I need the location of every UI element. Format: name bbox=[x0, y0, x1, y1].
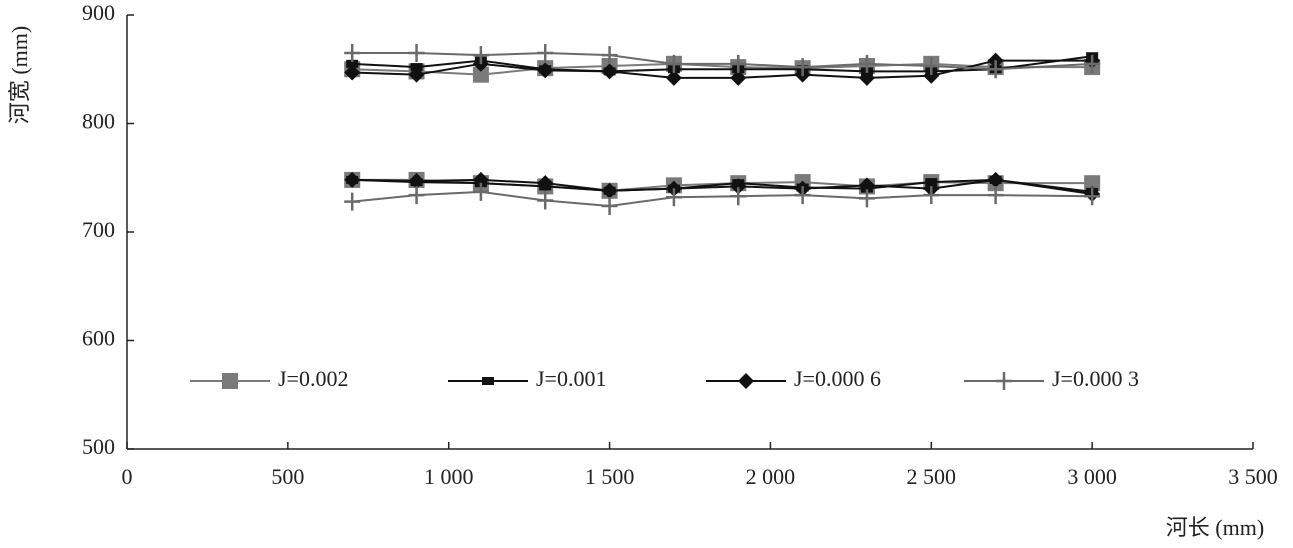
legend-label: J=0.001 bbox=[536, 366, 606, 391]
y-tick-label: 900 bbox=[82, 0, 115, 25]
marker bbox=[537, 191, 554, 210]
marker bbox=[472, 46, 489, 65]
y-axis-label: 河宽 (mm) bbox=[7, 26, 32, 124]
marker bbox=[601, 182, 618, 199]
marker bbox=[408, 66, 425, 83]
y-tick-label: 700 bbox=[82, 217, 115, 242]
marker bbox=[858, 54, 875, 73]
marker bbox=[858, 69, 875, 86]
series-line bbox=[352, 55, 1093, 73]
marker bbox=[1084, 187, 1101, 206]
marker bbox=[996, 372, 1012, 390]
x-tick-label: 500 bbox=[271, 464, 304, 489]
y-tick-label: 600 bbox=[82, 326, 115, 351]
marker bbox=[601, 63, 618, 80]
marker bbox=[472, 171, 489, 188]
marker bbox=[987, 186, 1004, 205]
marker bbox=[987, 60, 1004, 79]
marker bbox=[730, 69, 747, 86]
series-line bbox=[352, 62, 1093, 76]
series-line bbox=[352, 178, 1093, 196]
marker bbox=[738, 373, 754, 389]
marker bbox=[987, 171, 1004, 188]
marker bbox=[730, 54, 747, 73]
x-axis-label: 河长 (mm) bbox=[1166, 515, 1264, 540]
marker bbox=[730, 187, 747, 206]
marker bbox=[537, 43, 554, 62]
x-tick-label: 2 500 bbox=[907, 464, 957, 489]
series-line bbox=[352, 51, 1093, 71]
marker bbox=[472, 66, 489, 83]
x-tick-label: 2 000 bbox=[746, 464, 796, 489]
marker bbox=[344, 192, 361, 211]
series-line bbox=[352, 178, 1093, 193]
marker bbox=[794, 58, 811, 77]
marker bbox=[601, 46, 618, 65]
marker bbox=[794, 186, 811, 205]
marker bbox=[222, 373, 238, 389]
x-tick-label: 3 000 bbox=[1067, 464, 1117, 489]
marker bbox=[1084, 54, 1101, 73]
marker bbox=[408, 186, 425, 205]
series-line bbox=[352, 190, 1093, 207]
marker bbox=[1084, 175, 1101, 192]
x-tick-label: 0 bbox=[122, 464, 133, 489]
marker bbox=[408, 173, 425, 190]
marker bbox=[923, 56, 940, 75]
marker bbox=[858, 177, 875, 194]
marker bbox=[601, 196, 618, 215]
legend-label: J=0.000 3 bbox=[1052, 366, 1139, 391]
y-tick-label: 800 bbox=[82, 109, 115, 134]
legend-label: J=0.000 6 bbox=[794, 366, 881, 391]
x-tick-label: 1 000 bbox=[424, 464, 474, 489]
marker bbox=[537, 62, 554, 79]
marker bbox=[482, 377, 494, 385]
marker bbox=[472, 182, 489, 201]
marker bbox=[923, 67, 940, 84]
marker bbox=[537, 175, 554, 192]
y-tick-label: 500 bbox=[82, 434, 115, 459]
marker bbox=[665, 188, 682, 207]
marker bbox=[408, 43, 425, 62]
marker bbox=[858, 189, 875, 208]
x-tick-label: 1 500 bbox=[585, 464, 635, 489]
marker bbox=[344, 43, 361, 62]
marker bbox=[923, 186, 940, 205]
marker bbox=[344, 171, 361, 188]
series-line bbox=[352, 59, 1093, 79]
legend-label: J=0.002 bbox=[278, 366, 348, 391]
marker bbox=[665, 54, 682, 73]
marker bbox=[344, 64, 361, 81]
marker bbox=[730, 178, 747, 195]
marker bbox=[346, 59, 359, 68]
marker bbox=[665, 69, 682, 86]
x-tick-label: 3 500 bbox=[1228, 464, 1278, 489]
